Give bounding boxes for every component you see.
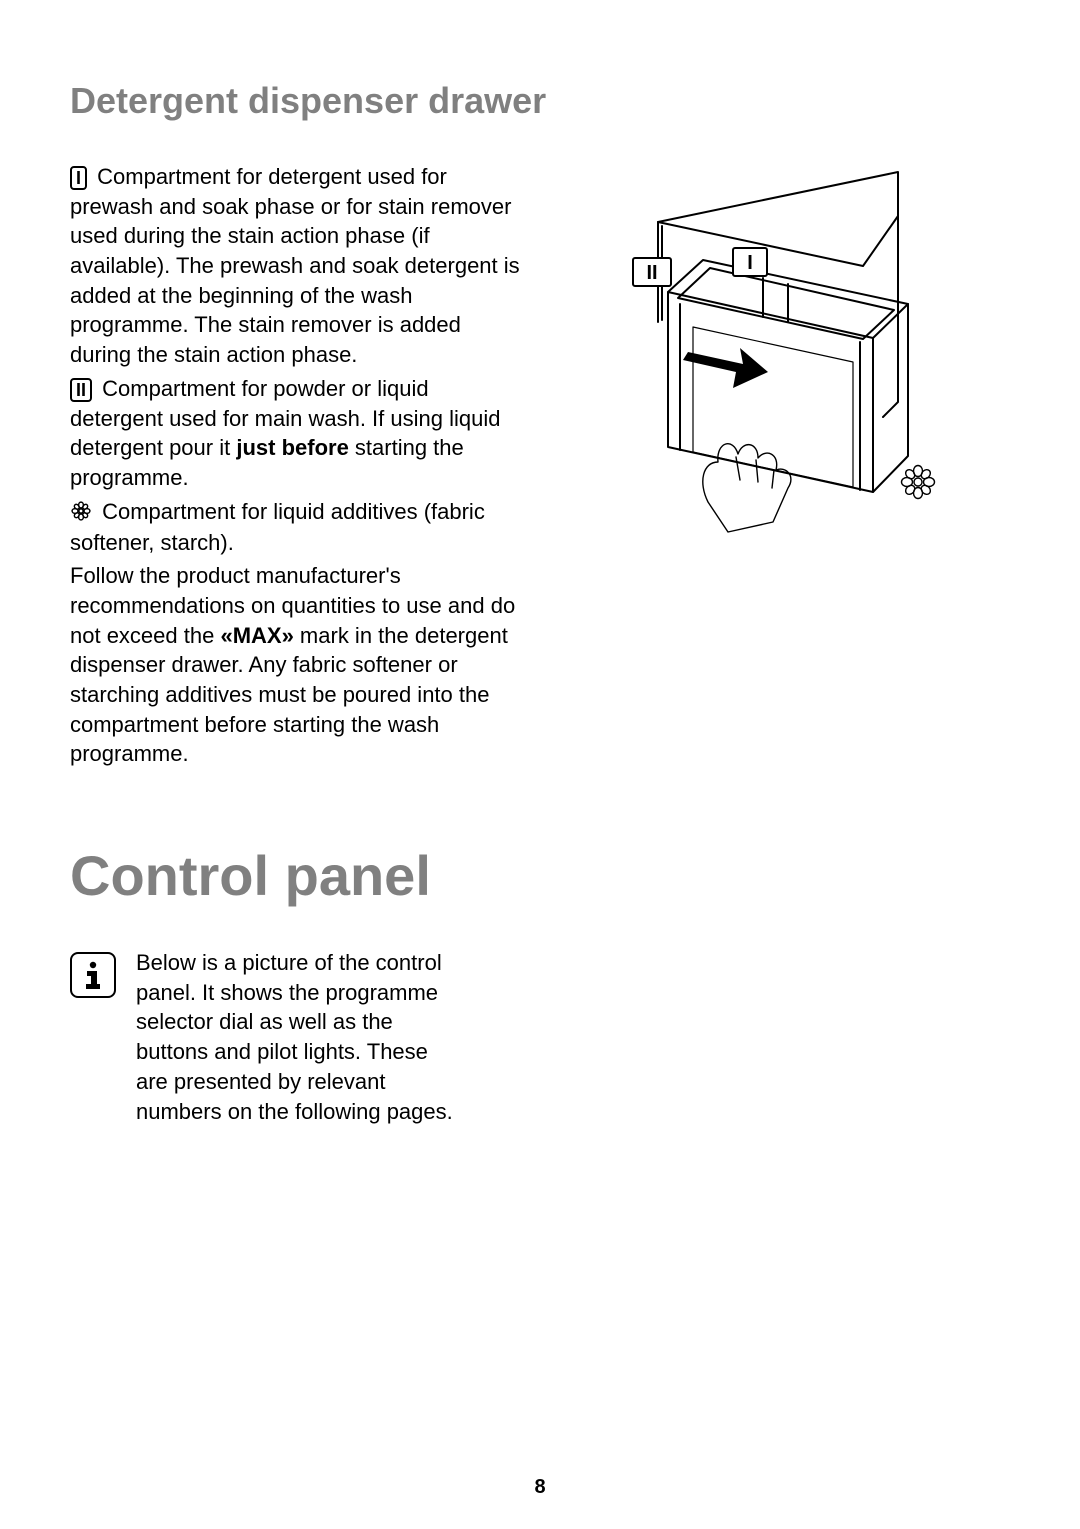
text-2b-bold: just before xyxy=(236,435,348,460)
text-1: Compartment for detergent used for prewa… xyxy=(70,164,520,367)
main-heading: Control panel xyxy=(70,843,1010,908)
diagram-label-2: II xyxy=(646,262,657,284)
max-text: Follow the product manufacturer's recomm… xyxy=(70,561,525,769)
text-4b-bold: «MAX» xyxy=(220,623,293,648)
two-column-layout: I Compartment for detergent used for pre… xyxy=(70,162,1010,773)
body-text-column: I Compartment for detergent used for pre… xyxy=(70,162,525,773)
compartment-1-text: I Compartment for detergent used for pre… xyxy=(70,162,525,370)
compartment-2-text: II Compartment for powder or liquid dete… xyxy=(70,374,525,493)
page-number: 8 xyxy=(0,1476,1080,1499)
text-3: Compartment for liquid additives (fabric… xyxy=(70,499,485,555)
info-note: Below is a picture of the control panel.… xyxy=(70,948,1010,1126)
compartment-flower-text: Compartment for liquid additives (fabric… xyxy=(70,497,525,558)
section-heading: Detergent dispenser drawer xyxy=(70,80,1010,122)
info-icon xyxy=(70,952,116,998)
roman-1-icon: I xyxy=(70,166,87,190)
roman-2-icon: II xyxy=(70,378,92,402)
flower-icon xyxy=(70,500,92,530)
diagram-column: I II xyxy=(555,162,1010,773)
diagram-label-1: I xyxy=(747,252,753,274)
info-text: Below is a picture of the control panel.… xyxy=(136,948,456,1126)
drawer-diagram: I II xyxy=(598,162,968,552)
